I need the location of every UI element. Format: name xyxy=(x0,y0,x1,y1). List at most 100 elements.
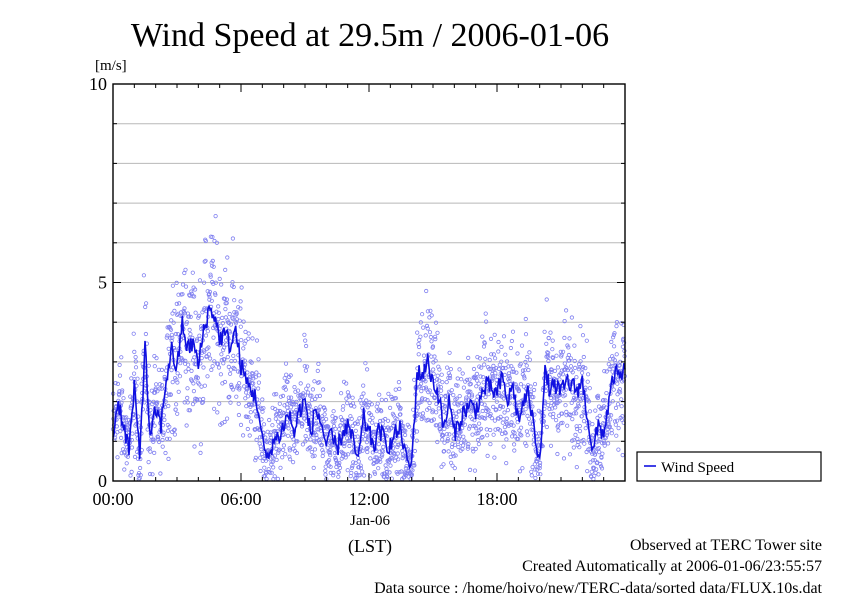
data-point xyxy=(312,447,318,452)
data-point xyxy=(460,425,465,431)
data-point xyxy=(438,427,443,432)
data-point xyxy=(268,432,273,437)
data-point xyxy=(322,412,327,417)
data-point xyxy=(321,419,326,424)
data-point xyxy=(467,393,472,398)
data-point xyxy=(528,389,534,394)
data-point xyxy=(209,367,214,372)
data-point xyxy=(549,369,554,375)
data-point xyxy=(232,358,238,363)
data-point xyxy=(481,380,486,385)
data-point xyxy=(427,330,433,335)
data-point xyxy=(311,465,316,470)
data-point xyxy=(590,421,595,427)
data-point xyxy=(464,377,470,382)
data-point xyxy=(163,450,168,456)
data-point xyxy=(161,430,166,435)
data-point xyxy=(491,432,496,437)
data-point xyxy=(482,416,488,421)
data-point xyxy=(534,456,539,461)
data-point xyxy=(290,459,296,465)
data-point xyxy=(377,418,383,424)
data-point xyxy=(433,336,438,342)
data-point xyxy=(447,432,452,437)
data-point xyxy=(337,460,342,466)
data-point xyxy=(154,382,159,387)
data-point xyxy=(239,337,244,343)
data-point xyxy=(579,414,585,419)
data-point xyxy=(617,363,622,368)
legend-label-wind-speed: Wind Speed xyxy=(661,460,735,476)
data-point xyxy=(473,424,478,429)
x-tick-label: 18:00 xyxy=(476,489,517,509)
data-point xyxy=(428,308,433,313)
data-point xyxy=(392,420,397,425)
data-point xyxy=(404,463,409,469)
data-point xyxy=(573,432,578,437)
data-point xyxy=(474,431,479,436)
data-point xyxy=(480,334,485,339)
data-point xyxy=(245,386,250,392)
data-point xyxy=(253,458,258,463)
data-point xyxy=(185,386,190,391)
data-point xyxy=(516,400,521,405)
data-point xyxy=(203,238,208,244)
data-point xyxy=(190,401,196,407)
data-point xyxy=(208,272,213,277)
data-point xyxy=(423,385,429,390)
data-point xyxy=(612,331,617,336)
data-point xyxy=(383,397,388,403)
data-point xyxy=(291,437,296,442)
data-point xyxy=(299,424,305,429)
data-point xyxy=(476,441,481,447)
data-point xyxy=(544,297,549,302)
data-point xyxy=(470,416,475,422)
data-point xyxy=(402,432,408,438)
data-point xyxy=(473,446,478,451)
data-point xyxy=(130,431,135,436)
data-point xyxy=(416,341,421,347)
data-point xyxy=(497,428,503,433)
data-point xyxy=(572,365,578,370)
data-point xyxy=(260,397,265,402)
data-point xyxy=(300,393,305,399)
data-point xyxy=(389,394,394,399)
data-point xyxy=(214,309,219,314)
data-point xyxy=(447,350,452,355)
data-point xyxy=(559,368,565,373)
data-point xyxy=(287,448,292,453)
data-point xyxy=(160,437,165,443)
data-point xyxy=(148,449,153,454)
data-point xyxy=(614,319,620,325)
data-point xyxy=(151,439,156,444)
axis-ticks xyxy=(112,83,626,482)
data-point xyxy=(524,429,530,434)
data-point xyxy=(596,472,601,477)
data-point xyxy=(533,467,538,472)
data-point xyxy=(562,318,567,324)
data-point xyxy=(264,476,269,481)
data-point xyxy=(421,353,427,358)
data-point xyxy=(532,462,537,467)
data-point xyxy=(210,234,215,240)
data-point xyxy=(181,310,186,315)
data-point xyxy=(571,445,576,450)
data-point xyxy=(331,409,336,414)
data-point xyxy=(129,469,134,474)
y-tick-label: 5 xyxy=(98,273,107,293)
data-point xyxy=(440,380,445,385)
data-point xyxy=(423,397,428,402)
data-point xyxy=(228,322,234,327)
data-point xyxy=(611,344,617,349)
data-point xyxy=(261,405,266,411)
data-point xyxy=(377,392,382,397)
data-point xyxy=(372,471,378,476)
data-point xyxy=(363,433,368,438)
data-point xyxy=(433,320,439,325)
data-point xyxy=(436,385,441,390)
data-point xyxy=(132,454,138,459)
data-point xyxy=(370,415,375,420)
data-point xyxy=(269,459,274,464)
data-point xyxy=(445,436,450,442)
data-point xyxy=(482,362,487,367)
